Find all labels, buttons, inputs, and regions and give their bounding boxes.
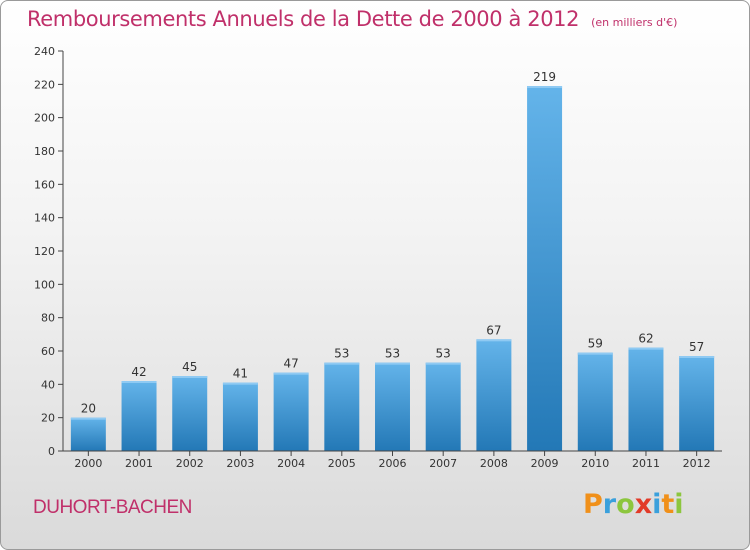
bar-2002 [172,376,208,451]
y-tick-label: 200 [34,112,55,125]
y-tick-label: 40 [41,378,55,391]
y-tick-label: 140 [34,212,55,225]
y-tick-label: 60 [41,345,55,358]
data-label-2007: 53 [436,347,451,361]
data-label-2000: 20 [81,402,96,416]
bar-2012 [679,356,715,451]
x-tick-label-2001: 2001 [125,457,153,470]
data-label-2004: 47 [283,357,298,371]
x-tick-label-2000: 2000 [74,457,102,470]
town-name: DUHORT-BACHEN [33,497,192,518]
bar-2000 [70,417,106,451]
bar-highlight-2003 [222,382,258,385]
x-tick-label-2003: 2003 [226,457,254,470]
y-axis: 0 20 40 60 80 100 120 140 160 180 200 220 240 [34,45,64,458]
data-labels-group: 20 42 45 41 47 53 53 53 67 219 59 62 57 [81,70,705,416]
data-label-2012: 57 [689,340,704,354]
bar-2009 [527,86,563,451]
data-label-2002: 45 [182,360,197,374]
x-tick-label-2008: 2008 [480,457,508,470]
x-tick-label-2012: 2012 [683,457,711,470]
bar-2005 [324,362,360,451]
logo-letter: x [634,489,653,520]
x-tick-label-2009: 2009 [531,457,559,470]
x-tick-label-2010: 2010 [581,457,609,470]
data-label-2006: 53 [385,347,400,361]
unit-label: (en milliers d'€) [591,16,678,29]
data-label-2005: 53 [334,347,349,361]
bar-highlight-2005 [324,362,360,365]
data-label-2001: 42 [131,365,146,379]
bar-highlight-2002 [172,376,208,378]
data-label-2009: 219 [533,70,556,84]
y-tick-label: 0 [48,445,55,458]
logo-letter: P [583,489,603,520]
bar-highlight-2006 [375,362,410,365]
bar-highlight-2000 [70,417,106,420]
bar-highlight-2010 [577,352,613,355]
bar-2004 [273,372,309,451]
y-tick-label: 160 [34,178,55,191]
bar-highlight-2001 [121,381,157,383]
y-tick-label: 220 [34,78,55,91]
logo-letter: o [616,489,635,520]
bar-highlight-2011 [628,347,664,350]
bar-2011 [628,347,664,451]
data-label-2003: 41 [233,367,248,381]
bar-2008 [476,339,512,451]
bar-2010 [577,352,613,451]
y-tick-label: 100 [34,278,55,291]
x-tick-label-2002: 2002 [176,457,204,470]
x-tick-label-2004: 2004 [277,457,305,470]
bar-2001 [121,381,157,451]
y-tick-label: 180 [34,145,55,158]
logo-letter: i [674,489,684,520]
y-tick-label: 240 [34,45,55,58]
x-axis: 2000 2001 2002 2003 2004 2005 2006 2007 2008 2009… [63,450,722,470]
x-tick-label-2007: 2007 [429,457,457,470]
data-label-2010: 59 [588,337,603,351]
chart-title-text: Remboursements Annuels de la Dette de 20… [27,7,580,31]
proxiti-logo: Proxiti [583,489,684,520]
bars-group [70,86,715,451]
data-label-2011: 62 [638,332,653,346]
bar-2003 [222,382,258,451]
x-tick-label-2011: 2011 [632,457,660,470]
logo-letter: t [661,489,675,520]
bar-2007 [425,362,461,451]
y-tick-label: 80 [41,312,55,325]
bar-highlight-2012 [679,356,715,358]
x-tick-label-2005: 2005 [328,457,356,470]
logo-letter: i [652,489,662,520]
logo-letter: r [602,489,617,520]
bar-highlight-2004 [273,372,309,375]
bar-2006 [375,362,410,451]
chart-title: Remboursements Annuels de la Dette de 20… [27,7,677,31]
data-label-2008: 67 [486,323,501,337]
x-tick-label-2006: 2006 [379,457,407,470]
bar-highlight-2008 [476,339,512,342]
bar-highlight-2009 [527,86,563,88]
bar-highlight-2007 [425,362,461,365]
y-tick-label: 20 [41,412,55,425]
y-tick-label: 120 [34,245,55,258]
